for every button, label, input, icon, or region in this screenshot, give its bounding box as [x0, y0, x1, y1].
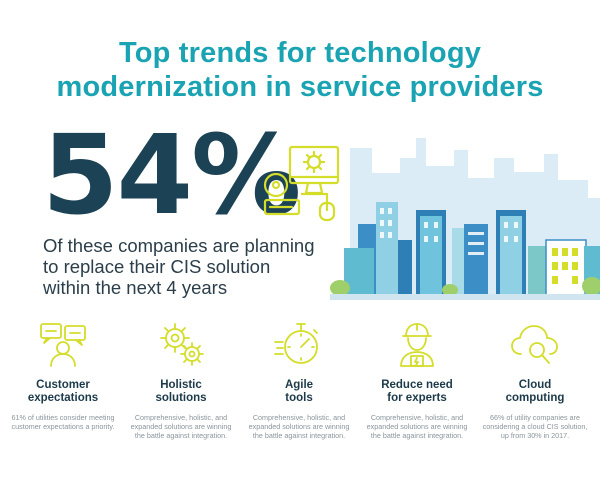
- stat-description: Of these companies are planning to repla…: [43, 235, 343, 298]
- trend-customer-expectations: Customer expectations 61% of utilities c…: [4, 320, 122, 431]
- trend-desc-line-3: the battle against integration.: [134, 431, 228, 441]
- trend-heading: Holistic solutions: [122, 379, 240, 405]
- stopwatch-icon: [274, 323, 318, 364]
- trend-desc-line-3: up from 30% in 2017.: [500, 431, 570, 441]
- trend-heading-line-2: expectations: [27, 392, 99, 404]
- trend-heading-line-1: Cloud: [518, 379, 552, 391]
- trend-heading: Cloud computing: [476, 379, 594, 405]
- trend-heading-line-1: Reduce need: [381, 379, 453, 391]
- trend-heading-line-2: computing: [505, 392, 565, 404]
- trend-heading-line-1: Holistic: [160, 379, 202, 391]
- trend-heading-line-2: for experts: [387, 392, 447, 404]
- trend-heading-line-1: Customer: [36, 379, 90, 391]
- stat-desc-line-3: within the next 4 years: [43, 277, 228, 298]
- trend-desc-line-3: the battle against integration.: [370, 431, 464, 441]
- customer-chat-icon: [40, 323, 86, 367]
- trend-desc-line-2: expanded solutions are winning: [130, 422, 232, 432]
- trend-desc-line-1: 61% of utilities consider meeting: [11, 413, 115, 422]
- trend-agile-tools: Agile tools Comprehensive, holistic, and…: [240, 320, 358, 441]
- expert-worker-icon: [400, 323, 434, 367]
- trend-desc-line-1: Comprehensive, holistic, and: [252, 413, 346, 422]
- trend-heading: Customer expectations: [4, 379, 122, 405]
- trend-cloud-computing: Cloud computing 66% of utility companies…: [476, 320, 594, 441]
- computer-gear-cd-icon: [263, 145, 340, 222]
- trend-desc-line-1: Comprehensive, holistic, and: [134, 413, 228, 422]
- trend-desc-line-3: the battle against integration.: [252, 431, 346, 441]
- trend-desc-line-2: expanded solutions are winning: [248, 422, 350, 432]
- title-line-1: Top trends for technology: [118, 37, 482, 69]
- trend-heading: Agile tools: [240, 379, 358, 405]
- trend-heading-line-2: solutions: [155, 392, 207, 404]
- trend-description: Comprehensive, holistic, and expanded so…: [358, 413, 476, 441]
- stat-value: 54%: [42, 111, 301, 239]
- trend-heading-line-2: tools: [285, 392, 313, 404]
- trend-desc-line-2: customer expectations a priority.: [11, 422, 115, 432]
- gears-icon: [160, 323, 204, 366]
- title-line-2: modernization in service providers: [56, 71, 544, 103]
- city-skyline-illustration: [330, 138, 600, 300]
- trend-heading-line-1: Agile: [284, 379, 314, 391]
- trend-desc-line-1: 66% of utility companies are: [490, 413, 580, 422]
- trend-holistic-solutions: Holistic solutions Comprehensive, holist…: [122, 320, 240, 441]
- trend-desc-line-1: Comprehensive, holistic, and: [370, 413, 464, 422]
- trend-description: 61% of utilities consider meeting custom…: [4, 413, 122, 431]
- trend-desc-line-2: expanded solutions are winning: [366, 422, 468, 432]
- stat-desc-line-1: Of these companies are planning: [43, 235, 315, 256]
- cloud-search-icon: [511, 325, 558, 364]
- trend-heading: Reduce need for experts: [358, 379, 476, 405]
- trend-description: Comprehensive, holistic, and expanded so…: [240, 413, 358, 441]
- trend-description: 66% of utility companies are considering…: [476, 413, 594, 441]
- trend-description: Comprehensive, holistic, and expanded so…: [122, 413, 240, 441]
- trend-reduce-need-for-experts: Reduce need for experts Comprehensive, h…: [358, 320, 476, 441]
- stat-desc-line-2: to replace their CIS solution: [43, 256, 271, 277]
- trend-desc-line-2: considering a cloud CIS solution,: [482, 422, 588, 432]
- trends-row: Customer expectations 61% of utilities c…: [0, 320, 600, 480]
- page-title: Top trends for technology modernization …: [0, 36, 600, 104]
